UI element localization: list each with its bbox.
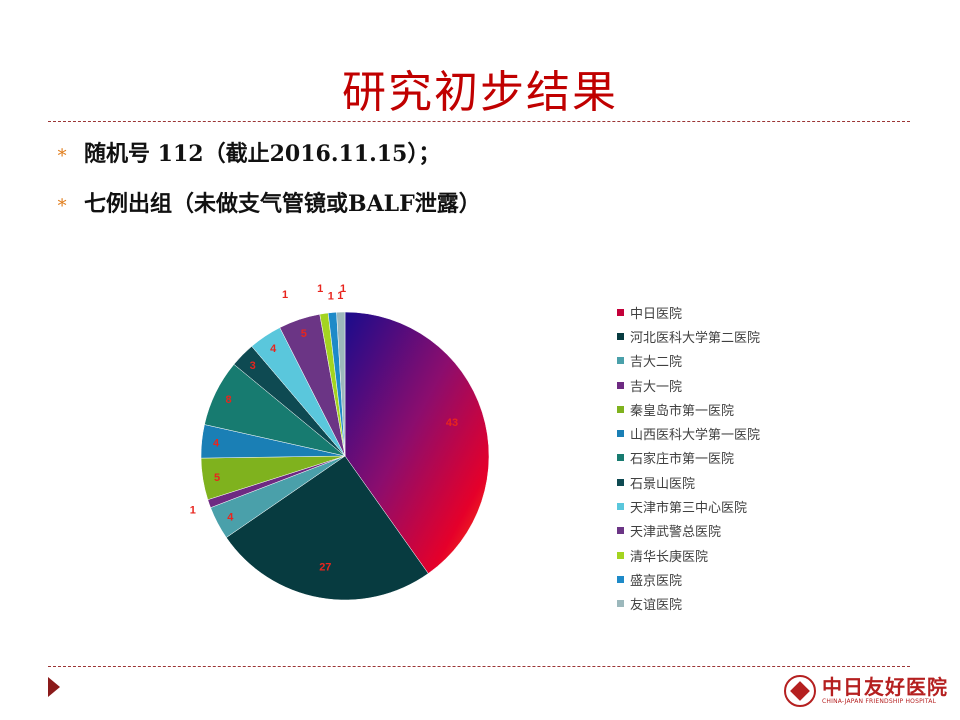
legend-item: 河北医科大学第二医院 xyxy=(617,324,760,348)
pie-slice xyxy=(225,455,429,601)
top-divider xyxy=(48,121,910,122)
bullet-item: ∗ 随机号 112（截止2016.11.15）； xyxy=(56,136,440,168)
logo-name-cn: 中日友好医院 xyxy=(822,675,948,699)
bottom-divider xyxy=(48,666,910,667)
legend-swatch xyxy=(617,405,624,413)
slice-value-label: 1 xyxy=(190,504,196,516)
hospital-logo: 中日友好医院 CHINA-JAPAN FRIENDSHIP HOSPITAL xyxy=(784,675,948,707)
slice-value-label: 5 xyxy=(301,328,307,340)
legend-item: 秦皇岛市第一医院 xyxy=(617,397,760,421)
play-arrow-icon xyxy=(48,677,60,697)
slice-value-label: 27 xyxy=(319,562,331,574)
legend-swatch xyxy=(617,551,624,559)
legend-label: 天津市第三中心医院 xyxy=(630,501,748,517)
slice-value-label: 1 xyxy=(317,283,323,295)
pie-slice xyxy=(344,311,490,574)
legend-item: 盛京医院 xyxy=(617,567,760,591)
legend-item: 石景山医院 xyxy=(617,470,760,494)
legend-swatch xyxy=(617,308,624,316)
hospital-emblem-icon xyxy=(784,675,816,707)
legend-swatch xyxy=(617,527,624,535)
logo-name-en: CHINA-JAPAN FRIENDSHIP HOSPITAL xyxy=(822,698,937,705)
legend-label: 友谊医院 xyxy=(630,598,683,614)
legend-label: 盛京医院 xyxy=(630,573,683,589)
legend-swatch xyxy=(617,381,624,389)
legend-swatch xyxy=(617,357,624,365)
legend-label: 天津武警总医院 xyxy=(630,525,722,541)
legend-swatch xyxy=(617,503,624,511)
legend-item: 吉大二院 xyxy=(617,349,760,373)
slice-value-label: 1 xyxy=(282,289,288,301)
slice-value-label: 4 xyxy=(227,511,234,523)
legend-swatch xyxy=(617,454,624,462)
legend-swatch xyxy=(617,600,624,608)
slice-value-label: 1 xyxy=(337,290,343,302)
chart-legend: 中日医院河北医科大学第二医院 吉大二院吉大一院秦皇岛市第一医院山西医科大学第一医院… xyxy=(617,300,760,616)
legend-item: 清华长庚医院 xyxy=(617,543,760,567)
bullet-star-icon: ∗ xyxy=(56,191,69,213)
slide-title: 研究初步结果 xyxy=(342,67,618,118)
slice-value-label: 4 xyxy=(270,343,277,355)
slice-value-label: 8 xyxy=(226,394,232,406)
legend-label: 秦皇岛市第一医院 xyxy=(630,403,735,419)
legend-label: 河北医科大学第二医院 xyxy=(630,330,761,346)
legend-item: 山西医科大学第一医院 xyxy=(617,421,760,445)
legend-label: 中日医院 xyxy=(630,306,683,322)
legend-label: 石景山医院 xyxy=(630,476,696,492)
bullet-text: 随机号 112（截止2016.11.15）； xyxy=(84,141,441,167)
legend-item: 友谊医院 xyxy=(617,592,760,616)
bullet-item: ∗ 七例出组（未做支气管镜或BALF泄露） xyxy=(56,186,481,218)
legend-label: 吉大二院 xyxy=(630,355,683,371)
legend-item: 天津武警总医院 xyxy=(617,519,760,543)
pie-slice xyxy=(336,311,346,457)
slice-value-label: 3 xyxy=(250,360,256,372)
slice-value-label: 4 xyxy=(213,438,220,450)
slice-value-label: 43 xyxy=(446,417,458,429)
slice-value-label: 1 xyxy=(328,290,334,302)
legend-item: 石家庄市第一医院 xyxy=(617,446,760,470)
legend-label: 山西医科大学第一医院 xyxy=(630,428,761,444)
legend-label: 清华长庚医院 xyxy=(630,549,709,565)
slice-value-label: 1 xyxy=(340,283,346,295)
legend-swatch xyxy=(617,478,624,486)
legend-label: 吉大一院 xyxy=(630,379,683,395)
slice-value-label: 5 xyxy=(214,472,220,484)
legend-item: 中日医院 xyxy=(617,300,760,324)
legend-swatch xyxy=(617,575,624,583)
legend-label: 石家庄市第一医院 xyxy=(630,452,735,468)
legend-swatch xyxy=(617,332,624,340)
legend-item: 天津市第三中心医院 xyxy=(617,494,760,518)
legend-item: 吉大一院 xyxy=(617,373,760,397)
bullet-star-icon: ∗ xyxy=(56,141,69,163)
legend-swatch xyxy=(617,430,624,438)
bullet-text: 七例出组（未做支气管镜或BALF泄露） xyxy=(84,191,481,217)
